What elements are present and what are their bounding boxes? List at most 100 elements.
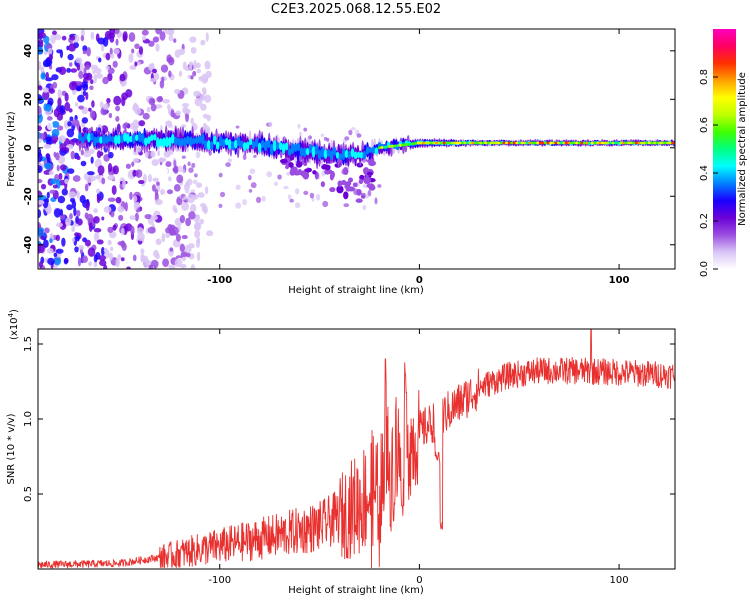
- spectrogram-signal-cell: [442, 141, 446, 145]
- y-tick-label: 1.0: [23, 411, 34, 427]
- spectrogram-noise-cell: [74, 102, 79, 107]
- spectrogram-signal-cell: [290, 143, 295, 155]
- spectrogram-noise-cell: [74, 246, 79, 253]
- spectrogram-signal-cell: [660, 141, 665, 145]
- spectrogram-noise-cell: [140, 256, 147, 263]
- spectrogram-noise-cell: [77, 218, 83, 226]
- spectrogram-signal-cell: [481, 141, 485, 145]
- spectrogram-signal-cell: [230, 140, 235, 150]
- spectrogram-signal-cell: [289, 168, 296, 176]
- spectrogram-noise-cell: [69, 213, 73, 220]
- spectrogram-noise-cell: [168, 70, 172, 78]
- spectrogram-noise-cell: [124, 201, 128, 212]
- spectrogram-noise-cell: [99, 259, 107, 267]
- spectrogram-noise-cell: [242, 199, 247, 206]
- spectrogram-noise-cell: [142, 112, 150, 120]
- spectrogram-signal-cell: [337, 180, 343, 188]
- spectrogram-noise-cell: [193, 59, 197, 70]
- spectrogram-noise-cell: [86, 213, 94, 222]
- spectrogram-noise-cell: [95, 174, 101, 180]
- spectrogram-signal-cell: [203, 140, 208, 150]
- spectrogram-noise-cell: [86, 46, 91, 57]
- spectrogram-signal-cell: [409, 142, 413, 146]
- spectrogram-noise-cell: [175, 110, 181, 116]
- spectrogram-noise-cell: [61, 237, 66, 247]
- spectrogram-noise-cell: [68, 108, 73, 113]
- spectrogram-noise-cell: [184, 189, 190, 194]
- spectrogram-noise-cell: [148, 40, 155, 47]
- spectrogram-signal-cell: [606, 141, 610, 145]
- spectrogram-noise-cell: [112, 165, 119, 175]
- spectrogram-noise-cell: [362, 204, 367, 211]
- spectrogram-signal-cell: [671, 141, 675, 145]
- spectrogram-noise-cell: [116, 123, 121, 133]
- spectrogram-noise-cell: [74, 232, 79, 237]
- spectrogram-noise-cell: [190, 189, 196, 193]
- spectrogram-noise-cell: [86, 72, 93, 81]
- spectrogram-noise-cell: [225, 162, 231, 168]
- spectrogram-noise-cell: [131, 161, 135, 167]
- spectrogram-signal-cell: [329, 150, 334, 161]
- spectrogram-signal-cell: [463, 141, 467, 145]
- spectrogram-signal-cell: [236, 136, 241, 147]
- spectrogram-noise-cell: [195, 62, 201, 69]
- spectrogram-signal-cell: [329, 186, 336, 193]
- spectrogram-noise-cell: [191, 162, 196, 169]
- spectrogram-noise-cell: [42, 198, 49, 209]
- spectrogram-signal-cell: [227, 139, 232, 150]
- spectrogram-noise-cell: [188, 167, 194, 174]
- spectrogram-noise-cell: [102, 76, 109, 85]
- spectrogram-noise-cell: [206, 230, 214, 237]
- spectrogram-noise-cell: [90, 79, 94, 85]
- spectrogram-signal-cell: [84, 132, 88, 140]
- spectrogram-signal-cell: [632, 141, 636, 145]
- spectrogram-noise-cell: [42, 87, 50, 93]
- spectrogram-noise-cell: [38, 138, 42, 143]
- spectrogram-signal-cell: [538, 141, 543, 145]
- spectrogram-noise-cell: [93, 228, 102, 233]
- spectrogram-signal-cell: [284, 142, 289, 151]
- spectrogram-noise-cell: [149, 78, 157, 83]
- spectrogram-noise-cell: [64, 178, 69, 185]
- spectrogram-noise-cell: [190, 203, 197, 213]
- spectrogram-signal-cell: [512, 141, 517, 145]
- spectrogram-noise-cell: [190, 46, 197, 54]
- spectrogram-noise-cell: [82, 90, 87, 97]
- spectrogram-noise-cell: [136, 61, 141, 66]
- spectrogram-signal-cell: [221, 138, 226, 148]
- spectrogram-noise-cell: [151, 158, 159, 167]
- spectrogram-signal-cell: [585, 141, 589, 145]
- spectrogram-signal-cell: [445, 141, 449, 145]
- spectrogram-noise-cell: [184, 108, 191, 114]
- spectrogram-noise-cell: [68, 62, 73, 67]
- snr-ticks: -100 0 100 0.5 1.0 1.5: [23, 329, 675, 586]
- spectrogram-noise-cell: [38, 261, 43, 269]
- spectrogram-signal-cell: [150, 134, 154, 142]
- spectrogram-noise-cell: [68, 43, 76, 52]
- spectrogram-signal-cell: [564, 141, 568, 145]
- spectrogram-signal-cell: [141, 133, 145, 144]
- spectrogram-signal-cell: [629, 141, 633, 145]
- spectrogram-noise-cell: [64, 92, 69, 102]
- spectrogram-noise-cell: [135, 169, 143, 178]
- spectrogram-noise-cell: [196, 251, 201, 262]
- spectrogram-noise-cell: [72, 175, 81, 182]
- spectrogram-signal-cell: [668, 141, 672, 145]
- spectrogram-signal-cell: [176, 137, 181, 146]
- spectrogram-noise-cell: [55, 248, 64, 254]
- spectrogram-signal-cell: [551, 141, 555, 145]
- spectrogram-noise-cell: [141, 35, 147, 41]
- spectrogram-signal-cell: [126, 133, 130, 144]
- spectrogram-noise-cell: [181, 155, 186, 159]
- spectrogram-signal-cell: [666, 141, 670, 145]
- spectrogram-signal-cell: [114, 134, 118, 146]
- spectrogram-signal-cell: [492, 141, 496, 145]
- spectrogram-signal-cell: [87, 133, 91, 143]
- spectrogram-noise-cell: [202, 90, 207, 96]
- spectrogram-noise-cell: [273, 181, 278, 187]
- spectrogram-noise-cell: [69, 35, 76, 41]
- spectrogram-signal-cell: [320, 147, 325, 158]
- snr-y-label: SNR (10 * v/v): [6, 413, 17, 484]
- spectrogram-noise-cell: [174, 49, 181, 58]
